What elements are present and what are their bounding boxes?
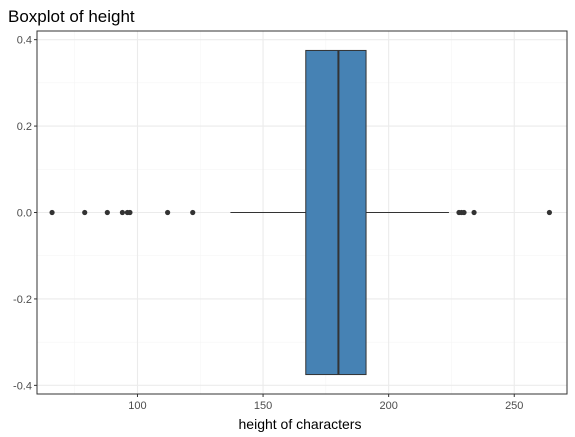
x-axis: 100 150 200 250: [128, 394, 523, 412]
x-tick-label: 100: [128, 400, 146, 412]
outlier-point: [165, 209, 171, 216]
x-axis-title: height of characters: [239, 416, 362, 432]
y-tick-label: 0.0: [17, 208, 32, 220]
outlier-point: [119, 209, 126, 216]
outlier-point: [190, 209, 196, 216]
outlier-point: [546, 209, 553, 216]
box: [305, 49, 367, 376]
outlier-point: [104, 209, 110, 216]
chart-title: Boxplot of height: [8, 7, 135, 26]
grid-major: [37, 31, 567, 394]
y-tick-label: 0.2: [17, 121, 32, 133]
y-tick-label: 0.4: [17, 35, 32, 47]
x-tick-label: 200: [379, 400, 397, 412]
y-tick-label: -0.2: [13, 294, 32, 306]
outlier-point: [127, 209, 133, 216]
outlier-point: [461, 209, 467, 216]
outlier-point: [471, 209, 477, 216]
x-tick-label: 250: [505, 400, 523, 412]
y-axis: -0.4 -0.2 0.0 0.2 0.4: [13, 35, 37, 392]
box-iqr: [305, 49, 367, 376]
y-tick-label: -0.4: [13, 380, 32, 392]
outlier-point: [49, 209, 55, 216]
outlier-point: [82, 209, 88, 216]
x-tick-label: 150: [254, 400, 272, 412]
outliers: [49, 209, 553, 216]
